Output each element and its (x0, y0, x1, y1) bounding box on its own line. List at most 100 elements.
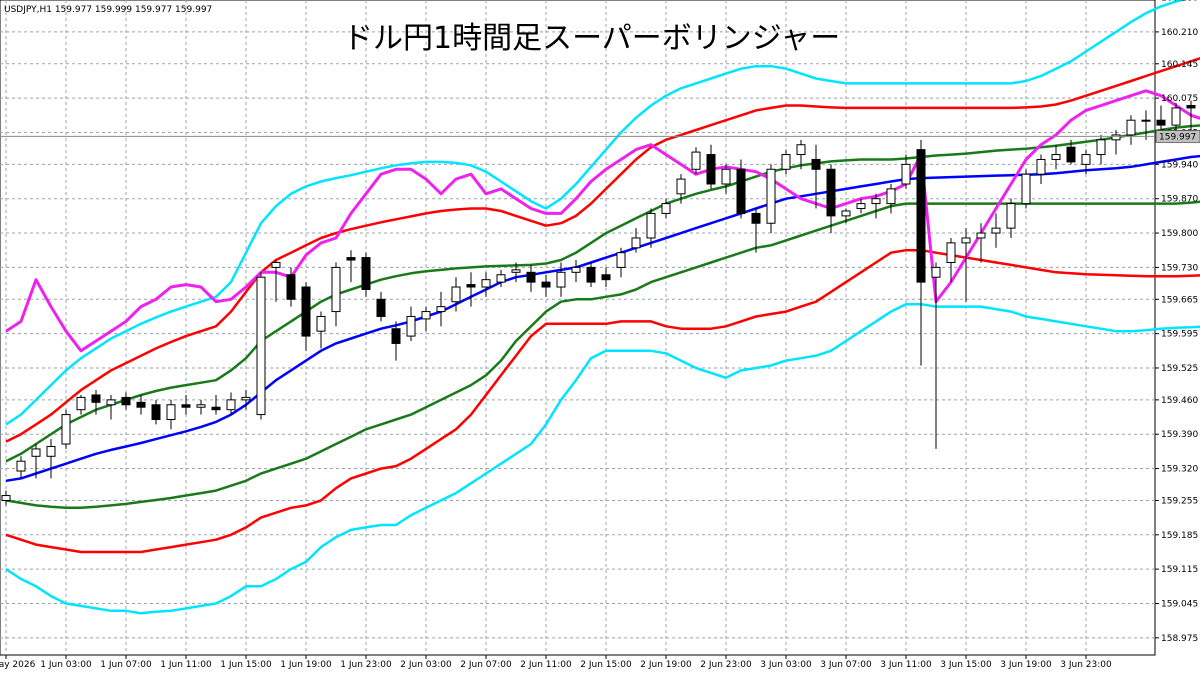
candle-body (196, 404, 206, 408)
candle (631, 228, 641, 253)
candle-body (121, 396, 131, 406)
candle-body (901, 163, 911, 185)
candle (76, 394, 86, 415)
candle (886, 183, 896, 214)
x-tick-label: 1 Jun 15:00 (220, 660, 272, 670)
candle (301, 282, 311, 351)
candle-body (226, 399, 236, 411)
candle-body (541, 281, 551, 288)
y-tick-label: 159.460 (1161, 396, 1198, 406)
candle-body (136, 401, 146, 408)
candle-body (616, 252, 626, 268)
candle (61, 409, 71, 449)
candle-body (91, 394, 101, 403)
candle-body (871, 198, 881, 205)
x-tick-label: 3 Jun 23:00 (1060, 660, 1112, 670)
candle (226, 392, 236, 415)
candle (736, 159, 746, 219)
candle (961, 228, 971, 302)
candle-body (1066, 146, 1076, 163)
series-line (5, 124, 1200, 463)
candle (661, 198, 671, 219)
candle (871, 193, 881, 219)
candle (421, 306, 431, 332)
candle (616, 247, 626, 278)
candle-body (706, 154, 716, 185)
candle-body (721, 168, 731, 185)
candle (436, 291, 446, 327)
candle (1006, 198, 1016, 238)
candle (31, 444, 41, 479)
candle (526, 264, 536, 292)
x-tick-label: 1 Jun 03:00 (40, 660, 92, 670)
candle-body (316, 315, 326, 332)
candle-body (676, 178, 686, 195)
candle (976, 223, 986, 263)
candle (601, 267, 611, 288)
candle-body (436, 306, 446, 313)
candle-body (556, 271, 566, 288)
candle-body (661, 203, 671, 214)
candle (811, 144, 821, 209)
candle-body (1096, 139, 1106, 156)
y-tick-label: 159.045 (1161, 599, 1198, 609)
x-tick-label: 1 Jun 23:00 (340, 660, 392, 670)
candle-body (346, 257, 356, 261)
candle (346, 250, 356, 283)
candle-body (736, 168, 746, 214)
candle-body (856, 203, 866, 210)
y-tick-label: 159.390 (1161, 430, 1198, 440)
series-line (5, 200, 1200, 510)
candle (646, 208, 656, 248)
candle-body (181, 404, 191, 408)
candle (121, 392, 131, 410)
candle (1066, 139, 1076, 165)
candle (706, 144, 716, 189)
x-tick-label: 3 Jun 15:00 (940, 660, 992, 670)
candle (991, 213, 1001, 248)
candle-body (256, 276, 266, 416)
candle-body (61, 414, 71, 445)
candle (946, 237, 956, 283)
y-tick-label: 159.940 (1161, 160, 1198, 170)
candle-body (1186, 104, 1196, 109)
current-price-label: 159.997 (1159, 132, 1196, 142)
candle-body (1, 495, 11, 501)
candle-body (331, 266, 341, 313)
candle (1096, 134, 1106, 165)
candle (841, 208, 851, 224)
candle-body (451, 286, 461, 303)
candle (316, 311, 326, 349)
x-tick-label: 29 May 2026 (0, 660, 36, 670)
candle (481, 272, 491, 297)
candle-body (361, 257, 371, 290)
current-price-tag (1155, 130, 1200, 143)
y-tick-label: 158.975 (1161, 634, 1198, 644)
candle (166, 399, 176, 430)
y-tick-label: 159.800 (1161, 229, 1198, 239)
candle (511, 262, 521, 283)
candle-body (301, 286, 311, 337)
candle (256, 272, 266, 420)
candle-body (526, 271, 536, 283)
y-tick-label: 160.280 (1161, 0, 1198, 4)
candle (1081, 149, 1091, 175)
x-tick-label: 3 Jun 19:00 (1000, 660, 1052, 670)
candle-body (16, 460, 26, 472)
candle-body (646, 212, 656, 239)
chart-title: ドル円1時間足スーパーボリンジャー (343, 21, 840, 56)
candle-body (1141, 119, 1151, 122)
candle (1, 490, 11, 506)
y-tick-label: 159.665 (1161, 295, 1198, 305)
plot-area (0, 0, 1156, 656)
candle-body (1126, 119, 1136, 136)
x-axis: 29 May 2026 1 Jun 03:00 1 Jun 07:00 1 Jun 1… (0, 655, 1112, 670)
candle-body (46, 445, 56, 457)
candle (796, 139, 806, 170)
candle-body (886, 188, 896, 205)
candle (1156, 105, 1166, 135)
candle-body (601, 274, 611, 281)
series-line (5, 248, 1200, 554)
candle (1126, 115, 1136, 145)
